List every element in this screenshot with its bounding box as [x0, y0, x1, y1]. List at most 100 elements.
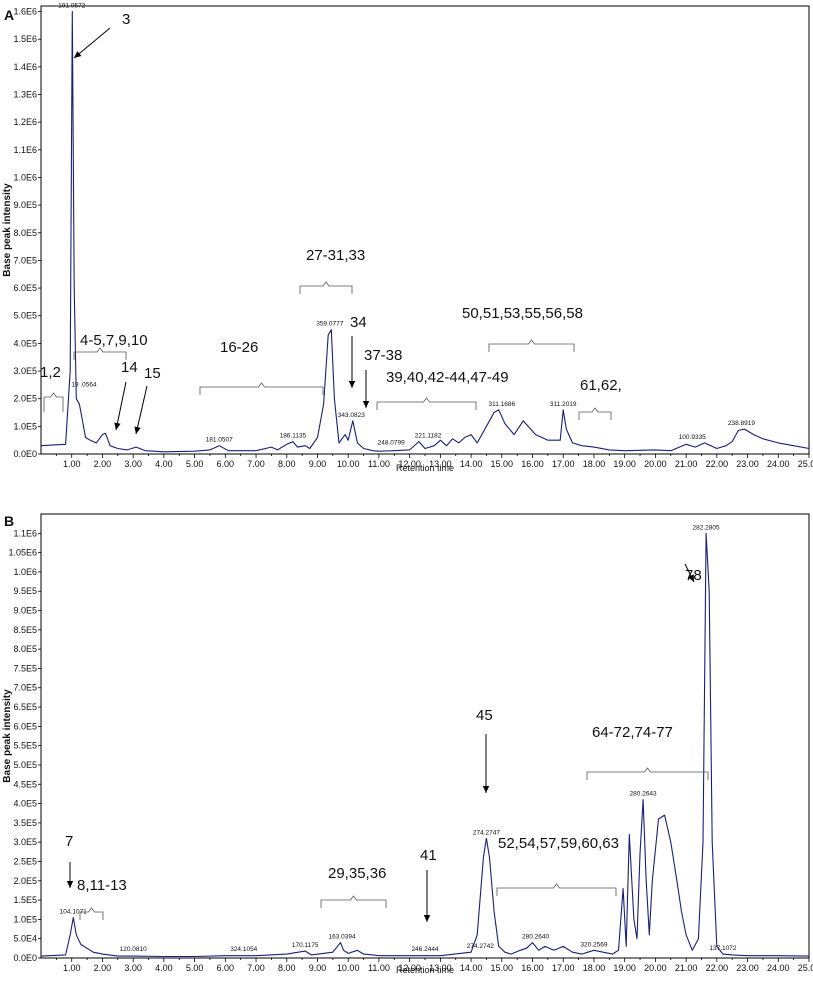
compound-annotation: 50,51,53,55,56,58	[462, 305, 583, 322]
y-tick-label: 1.0E6	[13, 172, 37, 182]
compound-annotation: 15	[144, 365, 161, 382]
y-tick-label: 5.0E5	[13, 760, 37, 770]
x-tick-label: 11.00	[368, 963, 390, 973]
x-tick-label: 6.00	[217, 963, 235, 973]
x-tick-label: 24.00	[767, 459, 790, 469]
annotation-arrow-line	[135, 385, 148, 435]
compound-annotation: 3	[122, 11, 130, 28]
peak-label: 100.9335	[679, 434, 706, 441]
y-tick-label: 3.5E5	[13, 818, 37, 828]
peak-label: 311.1686	[488, 401, 515, 408]
series-line	[40, 532, 810, 958]
y-tick-label: 8.0E5	[13, 644, 37, 654]
x-tick-label: 1.00	[63, 459, 81, 469]
y-tick-label: 7.0E5	[13, 255, 37, 265]
peak-label: 324.1054	[230, 946, 257, 953]
compound-bracket	[586, 767, 709, 780]
peak-label: 104.1071	[60, 908, 87, 915]
panel-b: B 0.0E0 5.0E4 1.0E5 1.5E5 2.0E5 2.5E5 3.0E5 3.5E…	[2, 513, 813, 975]
x-tick-label: 4.00	[155, 963, 173, 973]
peak-label: 343.0823	[338, 412, 365, 419]
y-tick-label: 8.0E5	[13, 228, 37, 238]
x-tick-label: 7.00	[247, 963, 265, 973]
compound-annotation: 4-5,7,9,10	[80, 332, 148, 349]
x-tick-label: 13.00	[429, 963, 452, 973]
compound-bracket	[299, 281, 353, 294]
annotation-arrowhead	[114, 422, 121, 430]
annotation-arrowhead	[66, 881, 74, 888]
annotation-arrowhead	[134, 426, 141, 434]
peak-label: 274.2747	[473, 829, 500, 836]
peak-label: 246.2444	[411, 946, 438, 953]
x-axis-label: Retention time	[396, 965, 454, 975]
y-tick-label: 1.0E5	[13, 914, 37, 924]
series-line	[40, 10, 810, 453]
x-tick-label: 10.00	[337, 963, 360, 973]
y-tick-label: 1.0E5	[13, 421, 37, 431]
compound-bracket	[496, 883, 617, 896]
y-tick-label: 5.5E5	[13, 741, 37, 751]
compound-annotation: 64-72,74-77	[592, 724, 673, 741]
x-tick-label: 25.00	[798, 963, 813, 973]
y-tick-label: 1.0E6	[13, 567, 37, 577]
x-tick-label: 19.00	[613, 963, 636, 973]
x-tick-label: 8.00	[278, 459, 296, 469]
y-tick-label: 1.5E5	[13, 895, 37, 905]
y-axis-label: Base peak intensity	[2, 689, 13, 783]
y-tick-label: 2.0E5	[13, 394, 37, 404]
x-tick-label: 7.00	[247, 459, 265, 469]
panel-letter: B	[4, 513, 14, 529]
compound-annotation: 7	[65, 833, 73, 850]
peak-label: 137.1072	[709, 945, 736, 952]
x-tick-label: 8.00	[278, 963, 296, 973]
peak-label: 120.0810	[120, 946, 147, 953]
x-tick-label: 13.00	[429, 459, 452, 469]
y-tick-label: 6.5E5	[13, 702, 37, 712]
compound-annotation: 52,54,57,59,60,63	[498, 835, 619, 852]
x-tick-label: 18.00	[583, 963, 606, 973]
y-tick-label: 2.5E5	[13, 856, 37, 866]
y-tick-label: 1.5E6	[13, 34, 37, 44]
y-tick-label: 7.0E5	[13, 683, 37, 693]
compound-annotation: 16-26	[220, 339, 258, 356]
peak-label: 191.0572	[58, 3, 85, 10]
compound-annotation: 45	[476, 707, 493, 724]
annotation-arrowhead	[423, 915, 431, 922]
y-tick-label: 1.4E6	[13, 62, 37, 72]
peak-label: 280.2643	[630, 791, 657, 798]
x-tick-label: 25.00	[798, 459, 813, 469]
x-tick-label: 23.00	[736, 963, 759, 973]
compound-bracket	[43, 392, 64, 412]
compound-bracket	[199, 382, 324, 395]
x-tick-label: 2.00	[94, 459, 112, 469]
annotation-arrow-line	[73, 27, 111, 59]
compound-bracket	[488, 339, 575, 352]
y-tick-label: 0.0E0	[13, 953, 37, 963]
peak-label: 248.0799	[378, 439, 405, 446]
compound-annotation: 8,11-13	[77, 877, 127, 894]
x-tick-label: 20.00	[644, 459, 667, 469]
y-tick-label: 9.0E5	[13, 200, 37, 210]
annotation-arrowhead	[74, 51, 82, 58]
y-tick-label: 6.0E5	[13, 721, 37, 731]
x-tick-label: 14.00	[460, 963, 483, 973]
x-tick-label: 5.00	[186, 459, 204, 469]
y-tick-label: 6.0E5	[13, 283, 37, 293]
x-tick-label: 4.00	[155, 459, 173, 469]
x-tick-label: 23.00	[736, 459, 759, 469]
compound-bracket	[79, 907, 104, 920]
panel-letter: A	[4, 7, 14, 23]
compound-annotation: 39,40,42-44,47-49	[386, 369, 509, 386]
x-tick-label: 1.00	[63, 963, 81, 973]
x-tick-label: 3.00	[124, 459, 142, 469]
peak-label: 282.2805	[693, 524, 720, 531]
plot-frame	[40, 5, 810, 455]
peak-label: 280.2640	[522, 934, 549, 941]
x-tick-label: 12.00	[398, 459, 421, 469]
y-tick-label: 4.0E5	[13, 338, 37, 348]
peak-label: 221.1182	[415, 433, 442, 440]
y-tick-label: 4.0E5	[13, 799, 37, 809]
compound-bracket	[320, 895, 387, 908]
x-tick-label: 17.00	[552, 459, 575, 469]
y-tick-label: 1.2E6	[13, 117, 37, 127]
